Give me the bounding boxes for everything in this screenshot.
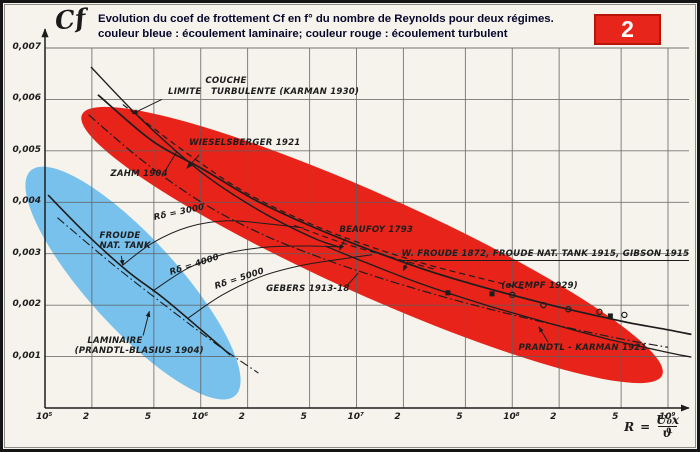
leader-laminaire-prandtl-blasius-1904: [142, 310, 151, 336]
series-beaufoy-1793: [294, 224, 435, 270]
leader-froude-nat-tank: [119, 255, 125, 267]
highlight-laminar-region: [25, 166, 241, 400]
leader-gebers-1913-18: [346, 272, 359, 286]
title-line-2: couleur bleue : écoulement laminaire; co…: [98, 28, 508, 40]
axes: [41, 28, 690, 412]
formula-fraction: U₀x ϑ: [656, 414, 679, 439]
scatter-kempf-1929-circles: [509, 291, 628, 319]
formula-numerator: U₀x: [656, 413, 679, 427]
series-froude-nat-tank-laminaire: [57, 217, 259, 374]
series-zahm-1904: [88, 114, 669, 348]
leader-w-froude-gibson: [402, 261, 409, 272]
series-laminaire-prandtl-blasius-1904: [47, 194, 231, 356]
leader-limite-turbulente-karman-1930: [131, 98, 163, 115]
grid-lines: [45, 47, 689, 408]
leader-wieselsberger-1921: [186, 154, 200, 169]
series-wieselsberger-1921: [122, 104, 528, 291]
figure-title: Evolution du coef de frottement Cf en f°…: [98, 12, 590, 42]
leader-zahm-1904: [164, 151, 178, 172]
scatter-kempf-1929-squares: [445, 290, 613, 319]
series-transition-Rd-5000: [188, 254, 373, 319]
formula-denominator: ϑ: [658, 426, 677, 439]
series-transition-Rd-4000: [152, 245, 343, 292]
figure-number: 2: [621, 16, 634, 42]
x-axis-formula: R = U₀x ϑ: [624, 414, 679, 439]
leader-beaufoy-1793: [338, 238, 347, 251]
title-line-1: Evolution du coef de frottement Cf en f°…: [98, 13, 554, 25]
series-transition-Rd-3000: [122, 220, 304, 266]
equals-sign: =: [640, 419, 651, 434]
series-prandtl-karman-1921: [325, 245, 692, 358]
figure-number-badge: 2: [594, 14, 661, 45]
reynolds-symbol: R: [624, 419, 635, 434]
series-turbulent-lisse-principal: [97, 94, 692, 336]
chart-canvas: [25, 28, 692, 412]
leader-prandtl-karman-1921: [538, 326, 549, 343]
